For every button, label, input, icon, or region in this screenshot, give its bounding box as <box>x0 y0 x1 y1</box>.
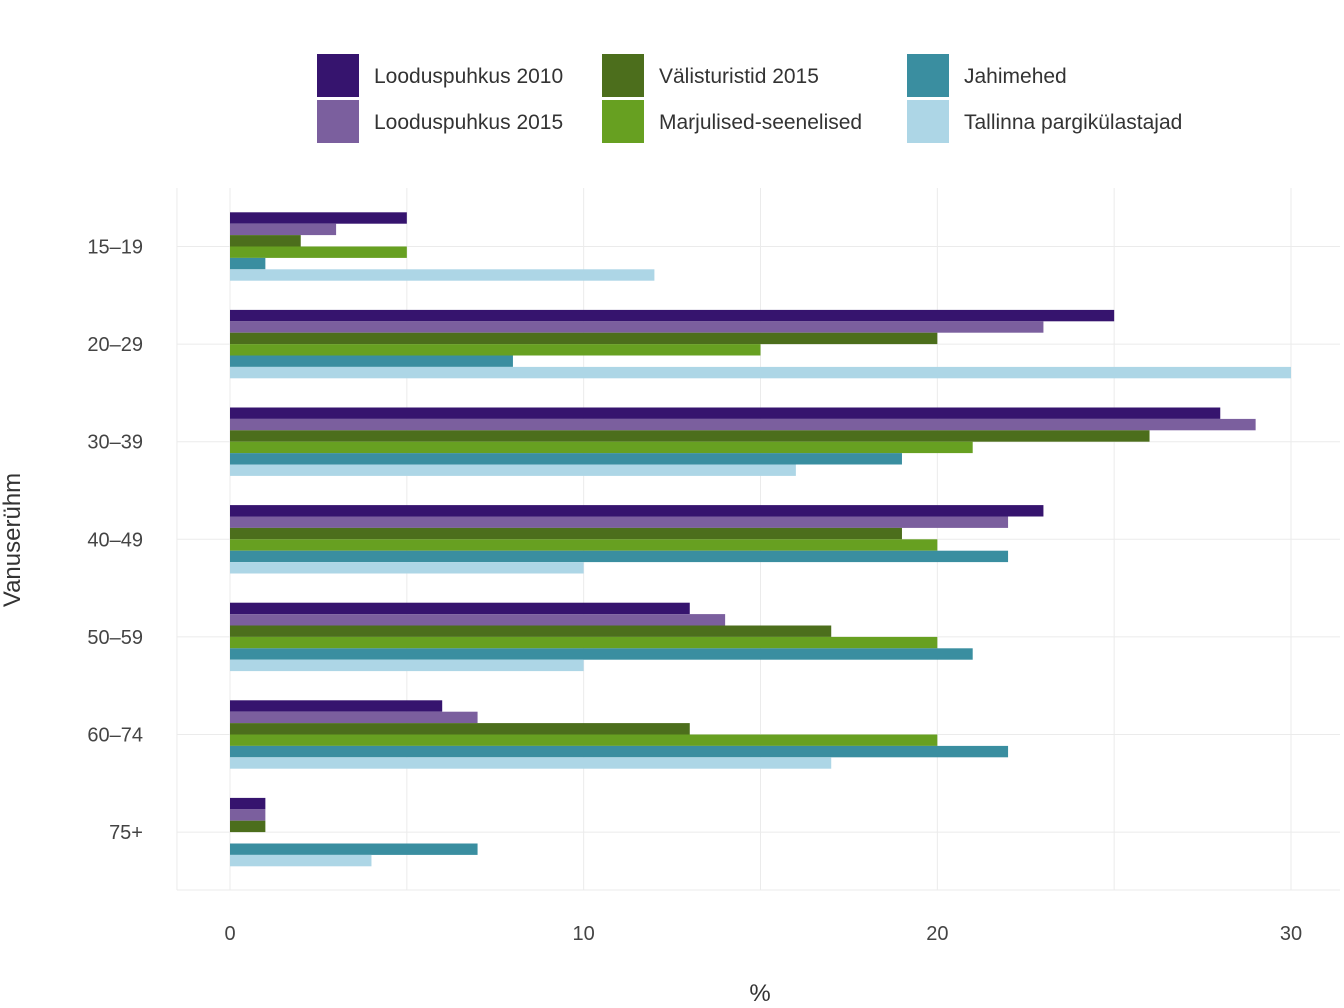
bar <box>230 212 407 224</box>
x-tick-label: 30 <box>1280 923 1302 945</box>
legend-label: Jahimehed <box>964 65 1067 88</box>
bar <box>230 854 372 867</box>
bar <box>230 602 690 615</box>
bar <box>230 453 902 465</box>
bar <box>230 235 301 247</box>
bar <box>230 723 690 735</box>
bar <box>230 441 973 454</box>
bar <box>230 648 973 660</box>
x-axis-title: % <box>749 980 770 1007</box>
bar <box>230 407 1221 419</box>
bar <box>230 321 1044 333</box>
y-axis-title: Vanuserühm <box>0 473 26 607</box>
legend-swatch <box>602 54 644 97</box>
bar <box>230 625 832 637</box>
bar <box>230 562 584 574</box>
bar <box>230 505 1044 517</box>
bar <box>230 430 1150 442</box>
bar <box>230 636 938 649</box>
bar <box>230 246 407 258</box>
bar <box>230 269 655 281</box>
bar <box>230 355 513 367</box>
legend-label: Välisturistid 2015 <box>659 65 819 88</box>
bars <box>230 212 1291 867</box>
legend-swatch <box>907 100 949 143</box>
legend-swatch <box>317 100 359 143</box>
bar <box>230 809 266 821</box>
bar <box>230 418 1256 431</box>
bar <box>230 223 337 236</box>
bar <box>230 550 1009 563</box>
y-tick-label: 20–29 <box>87 334 143 356</box>
bar <box>230 745 1009 758</box>
bar <box>230 843 478 855</box>
bar <box>230 659 584 672</box>
bar <box>230 614 726 626</box>
bar <box>230 527 902 540</box>
bar <box>230 257 266 270</box>
x-tick-label: 0 <box>224 923 235 945</box>
x-tick-label: 10 <box>573 923 595 945</box>
bar <box>230 539 938 551</box>
y-tick-label: 50–59 <box>87 627 143 649</box>
legend-swatch <box>907 54 949 97</box>
bar <box>230 464 796 476</box>
legend-label: Looduspuhkus 2010 <box>374 65 563 88</box>
bar <box>230 344 761 356</box>
y-tick-label: 15–19 <box>87 237 143 259</box>
bar <box>230 700 443 712</box>
legend-label: Marjulised-seenelised <box>659 111 862 134</box>
bar <box>230 797 266 810</box>
x-tick-label: 20 <box>926 923 948 945</box>
bar <box>230 309 1115 322</box>
legend-label: Looduspuhkus 2015 <box>374 111 563 134</box>
bar <box>230 757 832 769</box>
bar <box>230 366 1291 379</box>
y-tick-label: 75+ <box>109 822 143 844</box>
bar <box>230 516 1009 528</box>
y-tick-labels: 15–19 20–29 30–39 40–49 50–59 60–74 75+ <box>87 237 143 845</box>
y-tick-label: 40–49 <box>87 529 143 551</box>
y-tick-label: 30–39 <box>87 432 143 454</box>
x-tick-labels: 0 10 20 30 <box>224 923 1302 945</box>
bar <box>230 332 938 345</box>
legend-swatch <box>317 54 359 97</box>
legend-label: Tallinna pargikülastajad <box>964 111 1182 134</box>
legend: Looduspuhkus 2010 Looduspuhkus 2015 Välist… <box>317 54 1182 143</box>
bar <box>230 711 478 724</box>
y-tick-label: 60–74 <box>87 725 143 747</box>
bar <box>230 734 938 746</box>
bar <box>230 820 266 833</box>
legend-swatch <box>602 100 644 143</box>
